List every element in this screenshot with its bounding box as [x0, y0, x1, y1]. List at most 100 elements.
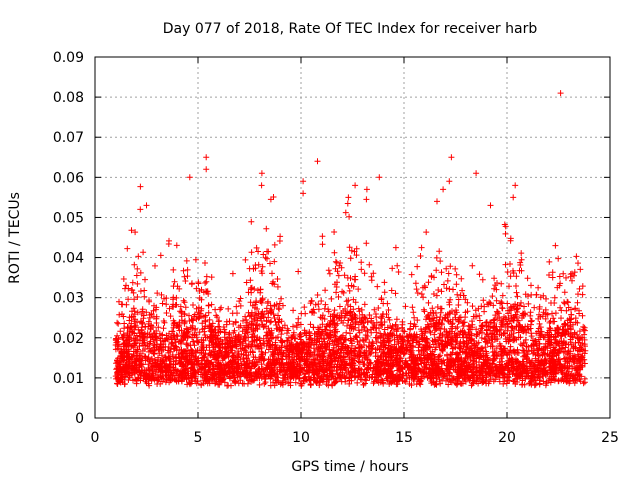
data-point: [257, 371, 264, 378]
data-point: [551, 294, 558, 301]
data-point: [518, 267, 525, 274]
data-point: [499, 292, 506, 299]
data-point: [366, 312, 373, 318]
data-point: [341, 356, 348, 363]
data-point: [213, 354, 220, 360]
data-point: [377, 342, 384, 349]
data-point: [549, 274, 556, 281]
data-point: [581, 331, 588, 338]
data-point: [493, 308, 500, 315]
data-point: [254, 336, 261, 343]
data-point: [241, 380, 248, 387]
data-point: [350, 365, 357, 372]
data-point: [576, 328, 583, 335]
data-point: [176, 319, 183, 326]
data-point: [271, 258, 278, 265]
data-point: [271, 241, 278, 248]
data-point: [155, 324, 162, 331]
data-point: [504, 269, 511, 275]
data-point: [366, 261, 373, 268]
data-point: [225, 305, 232, 312]
data-point: [418, 346, 425, 353]
data-point: [158, 374, 164, 381]
data-point: [469, 380, 476, 387]
data-point: [394, 336, 401, 343]
data-point: [492, 355, 499, 362]
data-point: [431, 331, 438, 338]
data-point: [141, 339, 148, 346]
data-point: [415, 361, 422, 367]
data-point: [370, 270, 377, 277]
data-point: [321, 305, 328, 312]
data-point: [525, 369, 532, 376]
data-point: [471, 355, 478, 362]
data-point: [417, 357, 424, 364]
data-point: [513, 283, 519, 289]
data-point: [513, 349, 519, 356]
data-point: [250, 354, 257, 360]
data-point: [576, 285, 583, 292]
data-point: [488, 368, 495, 375]
data-point: [473, 333, 480, 340]
data-point: [262, 373, 269, 380]
data-point: [462, 296, 469, 303]
data-point: [496, 314, 503, 321]
data-point: [539, 351, 546, 358]
data-point: [381, 289, 388, 296]
data-point: [522, 336, 529, 343]
data-point: [417, 253, 424, 259]
data-point: [392, 349, 399, 356]
data-point: [173, 294, 180, 301]
data-point: [247, 299, 254, 306]
data-point: [551, 363, 558, 369]
data-point: [204, 380, 211, 387]
data-point: [290, 307, 297, 314]
data-point: [521, 310, 528, 317]
data-point: [375, 335, 382, 342]
data-point: [481, 303, 488, 310]
data-point: [563, 354, 569, 361]
data-point: [571, 329, 578, 336]
data-point: [480, 297, 487, 304]
data-point: [265, 356, 272, 363]
data-point: [364, 318, 371, 325]
data-point: [321, 316, 328, 322]
data-point: [209, 333, 215, 340]
data-point: [241, 333, 248, 340]
data-point: [388, 287, 395, 294]
data-point: [455, 302, 462, 308]
data-point: [280, 302, 286, 309]
data-point: [274, 283, 281, 290]
data-point: [561, 289, 568, 296]
data-point: [177, 360, 184, 367]
data-point: [355, 305, 362, 312]
data-point: [264, 255, 270, 262]
data-point: [307, 321, 314, 328]
data-point: [225, 331, 232, 338]
data-point: [191, 313, 198, 320]
data-point: [418, 373, 425, 380]
data-point: [302, 370, 309, 377]
data-point: [142, 378, 149, 385]
data-point: [131, 308, 138, 315]
data-point: [336, 372, 343, 378]
data-point: [118, 349, 125, 356]
data-point: [502, 261, 509, 268]
data-point: [126, 317, 133, 324]
data-point: [506, 377, 513, 384]
data-point: [165, 349, 172, 356]
data-point: [572, 315, 579, 322]
data-point: [120, 341, 127, 347]
data-point: [344, 351, 351, 357]
data-point: [167, 313, 174, 320]
data-point: [430, 315, 437, 322]
data-point: [493, 286, 500, 293]
data-point: [556, 273, 563, 280]
data-point: [536, 320, 543, 327]
data-point: [361, 270, 368, 277]
data-point: [216, 381, 223, 388]
data-point: [511, 326, 518, 332]
data-point: [114, 319, 121, 326]
data-point: [170, 283, 177, 290]
